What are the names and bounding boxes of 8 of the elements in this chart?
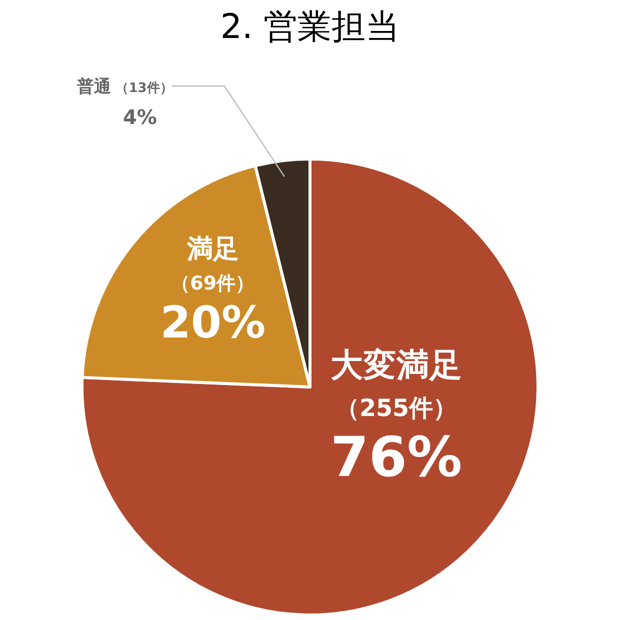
chart-title: 2. 営業担当 xyxy=(220,7,400,47)
text: 76% xyxy=(330,425,462,490)
text: 20% xyxy=(160,298,266,349)
data-label: （69件） xyxy=(171,272,255,295)
slice-label: 大変満足 xyxy=(330,346,462,384)
text: 4% xyxy=(123,105,157,129)
slice-label: 満足 xyxy=(186,234,239,265)
data-label: （255件） xyxy=(335,394,458,422)
